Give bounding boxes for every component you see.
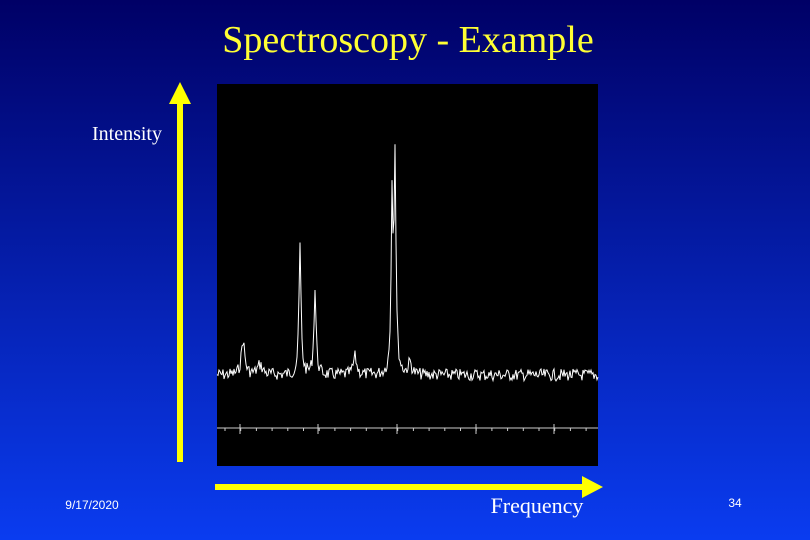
slide-number: 34 [728, 496, 742, 510]
spectrum-axis [217, 424, 598, 434]
spectrum-image [216, 144, 599, 434]
slide-title: Spectroscopy - Example [222, 19, 593, 61]
spectrum-trace [216, 144, 599, 383]
intensity-arrow [169, 82, 191, 462]
x-axis-label: Frequency [491, 493, 584, 518]
slide-date: 9/17/2020 [65, 498, 119, 512]
frequency-arrow [215, 476, 603, 498]
spectrum-panel [217, 84, 598, 466]
y-axis-label: Intensity [92, 123, 162, 145]
